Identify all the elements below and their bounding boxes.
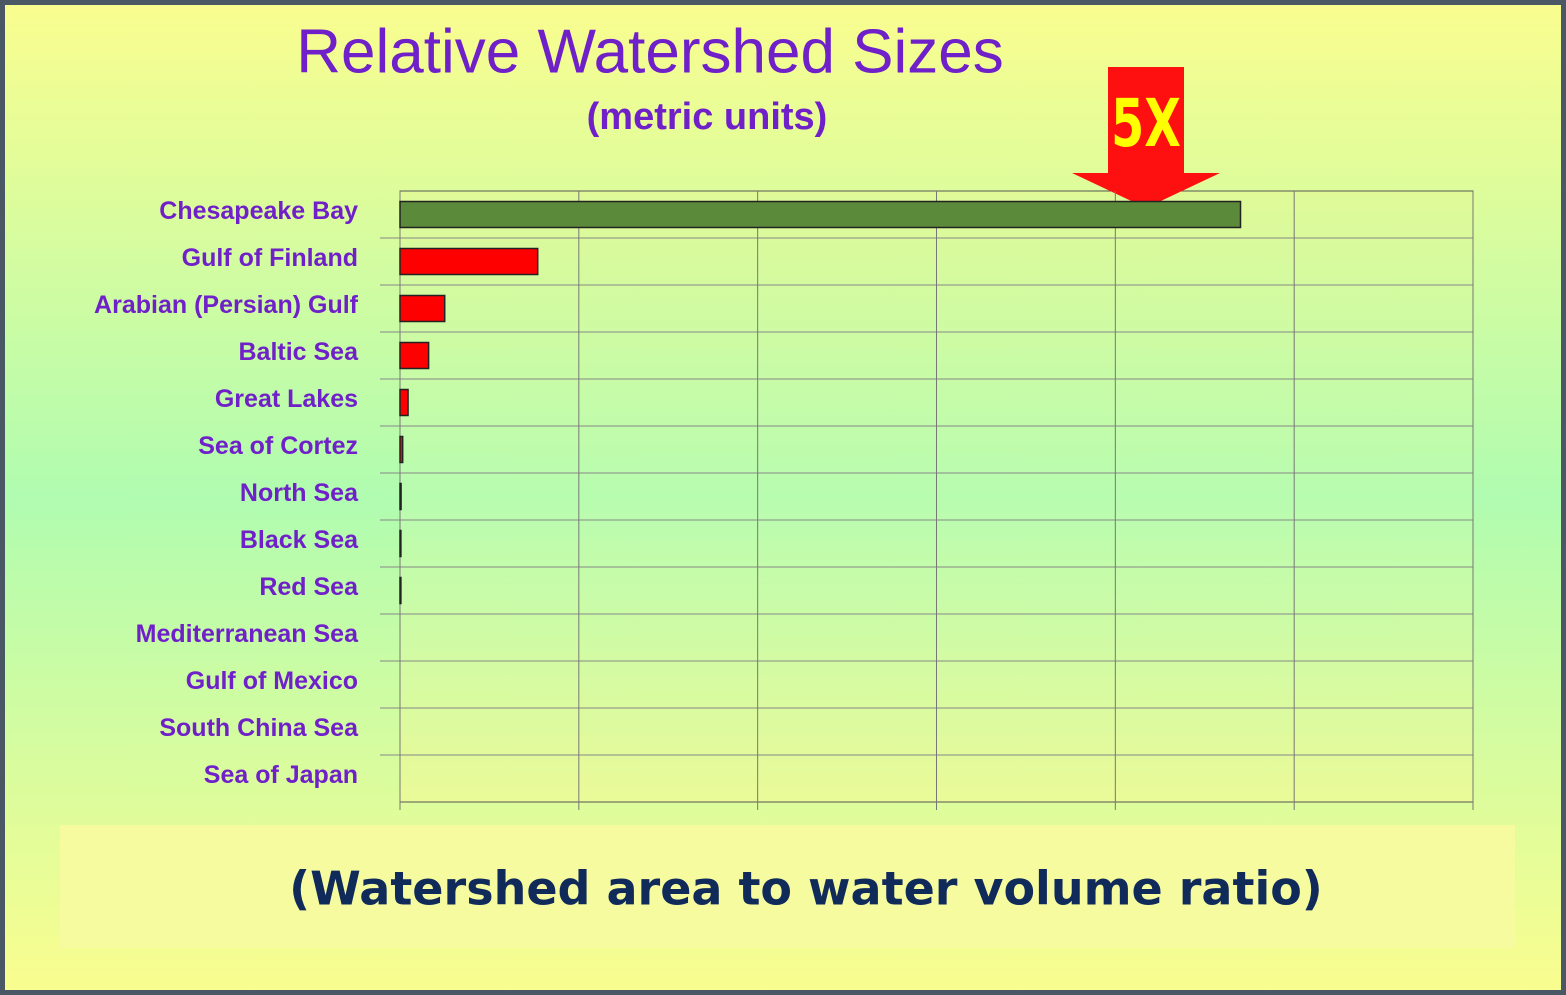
chart-title: Relative Watershed Sizes: [296, 17, 1004, 86]
y-tick-label: Red Sea: [259, 573, 359, 601]
y-tick-label: Sea of Cortez: [198, 432, 358, 460]
bar: [399, 294, 446, 323]
y-tick-label: Sea of Japan: [204, 761, 358, 789]
y-tick-label: South China Sea: [159, 714, 359, 742]
bar: [399, 435, 404, 464]
y-tick-label: Chesapeake Bay: [159, 197, 358, 225]
annotation: 5X: [1111, 85, 1181, 162]
footer-box: [60, 825, 1515, 948]
bar: [399, 482, 402, 511]
x-axis-label: (Watershed area to water volume ratio): [289, 862, 1323, 916]
y-tick-label: North Sea: [240, 479, 359, 507]
y-tick-label: Baltic Sea: [238, 338, 359, 366]
y-tick-label: Gulf of Mexico: [186, 667, 358, 695]
bar: [399, 247, 539, 276]
y-tick-label: Mediterranean Sea: [136, 620, 359, 648]
bar: [399, 529, 402, 558]
y-tick-label: Arabian (Persian) Gulf: [94, 291, 359, 319]
bar: [399, 341, 430, 370]
y-tick-label: Great Lakes: [215, 385, 358, 413]
y-tick-label: Gulf of Finland: [182, 244, 358, 272]
bar: [399, 576, 402, 605]
bar: [399, 200, 1242, 229]
arrow: [1072, 67, 1220, 208]
bar: [399, 388, 409, 417]
chart-subtitle: (metric units): [587, 96, 828, 138]
y-tick-label: Black Sea: [240, 526, 359, 554]
